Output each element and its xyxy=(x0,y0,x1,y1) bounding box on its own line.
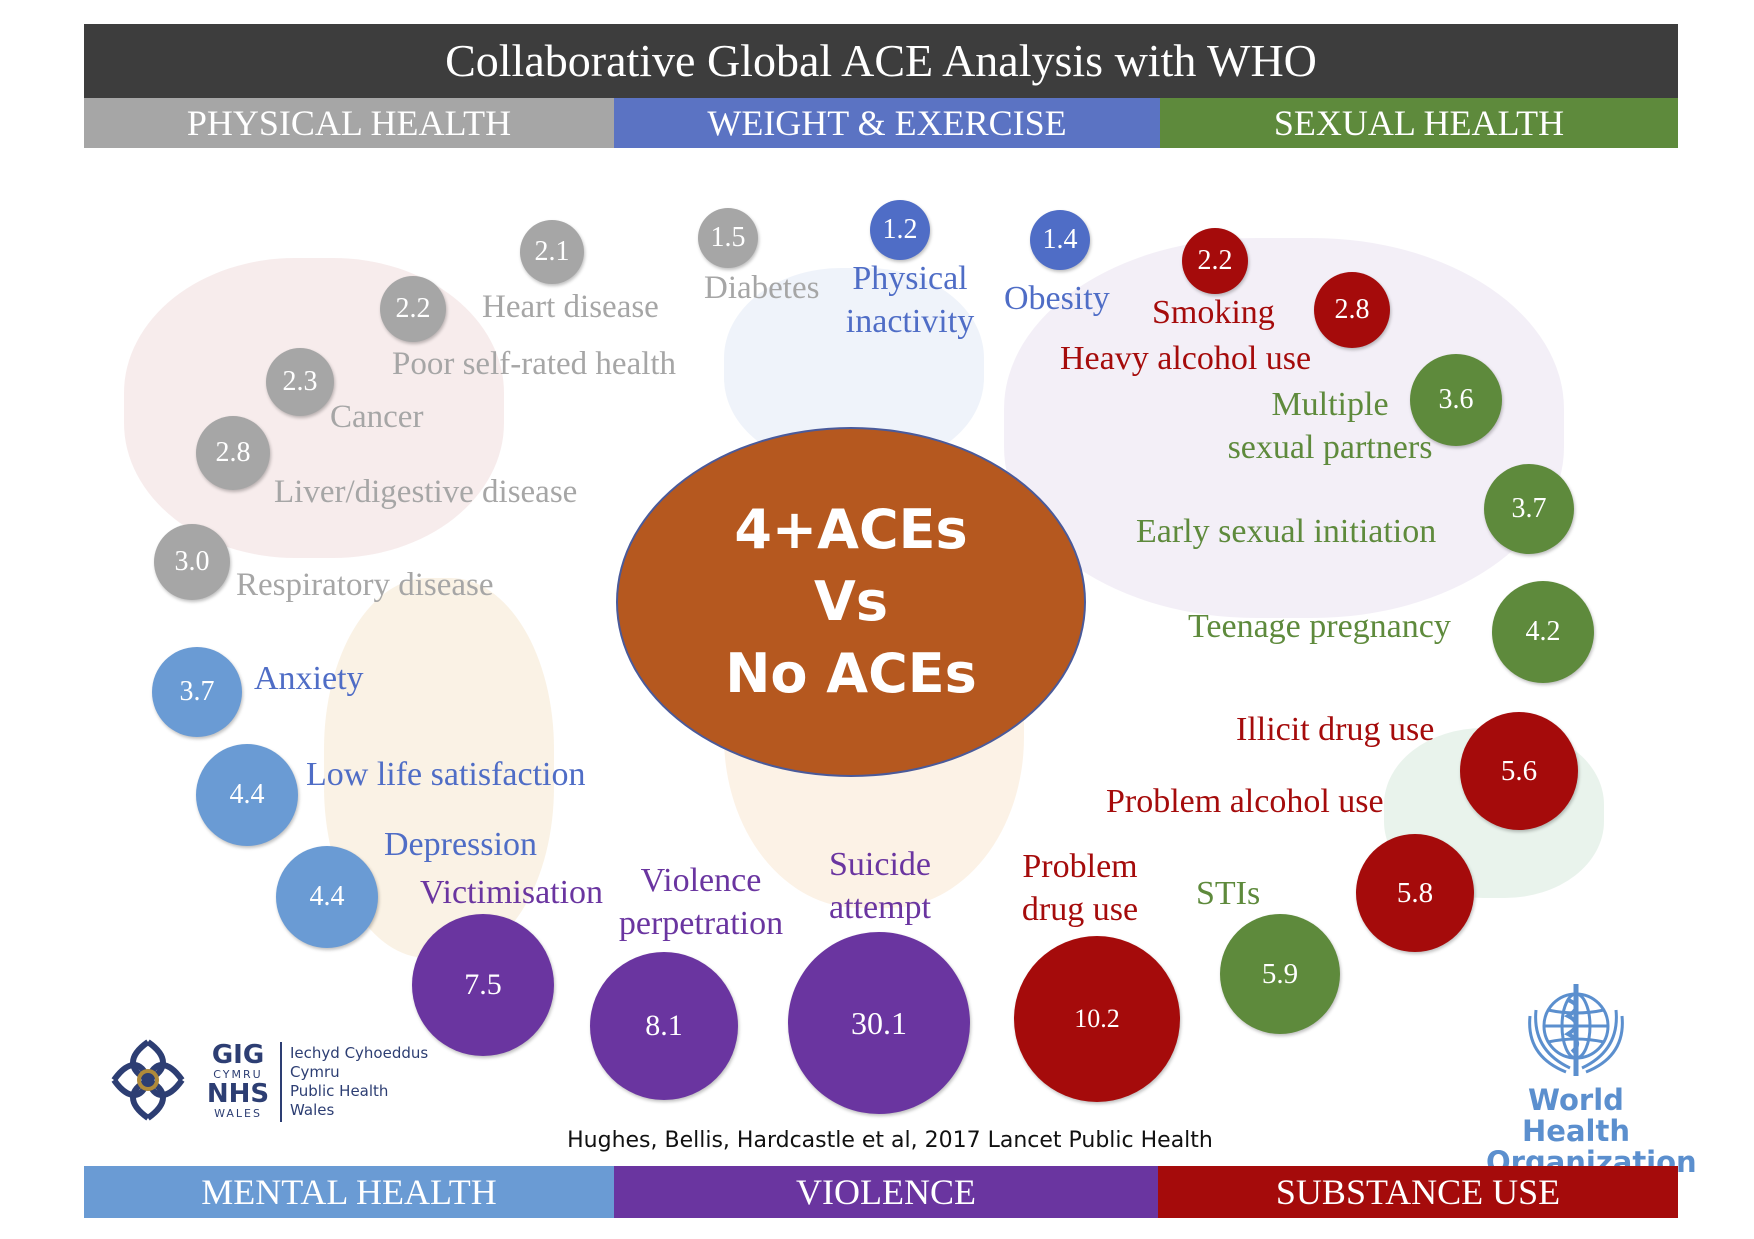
label-low-life-satisfaction: Low life satisfaction xyxy=(306,756,586,793)
label-victimisation: Victimisation xyxy=(420,874,604,911)
bubble-anxiety: 3.7 xyxy=(152,647,242,737)
bubble-victimisation: 7.5 xyxy=(412,914,554,1056)
bubble-physical-inactivity: 1.2 xyxy=(870,200,930,260)
bubble-teenage-pregnancy: 4.2 xyxy=(1492,581,1594,683)
center-line-1: 4+ACEs xyxy=(734,498,968,561)
bubble-poor-self-rated-health: 2.2 xyxy=(380,276,446,342)
nhs-logo-nhs: NHS xyxy=(206,1079,270,1109)
center-comparison-oval: 4+ACEs Vs No ACEs xyxy=(616,427,1086,777)
label-suicide-attempt: Suicide attempt xyxy=(829,846,931,926)
nhs-logo-text-1: Iechyd Cyhoeddus xyxy=(290,1044,429,1062)
citation: Hughes, Bellis, Hardcastle et al, 2017 L… xyxy=(567,1128,1213,1153)
nhs-logo-divider xyxy=(280,1042,282,1122)
celtic-knot-icon xyxy=(111,1039,185,1121)
bubble-problem-drug-use: 10.2 xyxy=(1014,936,1180,1102)
label-multiple-sexual-partners: Multiple sexual partners xyxy=(1227,386,1433,466)
bubble-multiple-sexual-partners: 3.6 xyxy=(1410,354,1502,446)
bubble-cancer: 2.3 xyxy=(266,348,334,416)
bubble-depression: 4.4 xyxy=(276,846,378,948)
bubble-problem-alcohol-use: 5.8 xyxy=(1356,834,1474,952)
label-respiratory-disease: Respiratory disease xyxy=(236,567,494,603)
category-sexual-health: SEXUAL HEALTH xyxy=(1160,98,1678,148)
bubble-liver-digestive-disease: 2.8 xyxy=(196,416,270,490)
label-illicit-drug-use: Illicit drug use xyxy=(1236,711,1435,748)
label-depression: Depression xyxy=(384,826,537,863)
label-heart-disease: Heart disease xyxy=(482,289,659,325)
label-problem-alcohol-use: Problem alcohol use xyxy=(1106,783,1384,820)
label-poor-self-rated-health: Poor self-rated health xyxy=(392,346,677,382)
bubble-early-sexual-initiation: 3.7 xyxy=(1484,464,1574,554)
bubble-low-life-satisfaction: 4.4 xyxy=(196,744,298,846)
nhs-logo-wales: WALES xyxy=(214,1107,262,1120)
nhs-logo-text-3: Public Health xyxy=(290,1082,389,1100)
bubble-obesity: 1.4 xyxy=(1030,210,1090,270)
title-bar: Collaborative Global ACE Analysis with W… xyxy=(84,24,1678,98)
category-substance-use: SUBSTANCE USE xyxy=(1158,1166,1678,1218)
bubble-respiratory-disease: 3.0 xyxy=(154,524,230,600)
bubble-heavy-alcohol-use: 2.8 xyxy=(1314,272,1390,348)
category-mental-health: MENTAL HEALTH xyxy=(84,1166,614,1218)
nhs-logo-gig: GIG xyxy=(211,1040,265,1070)
who-emblem-icon xyxy=(1528,984,1624,1076)
label-teenage-pregnancy: Teenage pregnancy xyxy=(1188,608,1451,645)
bubble-stis: 5.9 xyxy=(1220,914,1340,1034)
label-violence-perpetration: Violence perpetration xyxy=(618,862,784,942)
label-diabetes: Diabetes xyxy=(704,270,820,306)
bubble-illicit-drug-use: 5.6 xyxy=(1460,712,1578,830)
label-physical-inactivity: Physical inactivity xyxy=(845,260,975,340)
bubble-smoking: 2.2 xyxy=(1182,228,1248,294)
label-cancer: Cancer xyxy=(330,399,424,435)
bubble-suicide-attempt: 30.1 xyxy=(788,932,970,1114)
label-anxiety: Anxiety xyxy=(254,660,364,697)
label-problem-drug-use: Problem drug use xyxy=(1021,848,1139,928)
bubble-diabetes: 1.5 xyxy=(698,208,758,268)
who-logo-line-1: World Health xyxy=(1522,1083,1630,1148)
nhs-logo-text-2: Cymru xyxy=(290,1063,340,1081)
nhs-wales-logo: GIG CYMRU NHS WALES Iechyd Cyhoeddus Cym… xyxy=(108,1036,428,1124)
nhs-logo-cymru: CYMRU xyxy=(213,1068,263,1081)
label-early-sexual-initiation: Early sexual initiation xyxy=(1136,513,1437,550)
who-logo: World Health Organization xyxy=(1486,976,1697,1178)
category-weight-exercise: WEIGHT & EXERCISE xyxy=(614,98,1160,148)
center-line-2: Vs xyxy=(814,570,888,633)
center-line-3: No ACEs xyxy=(725,642,977,705)
label-stis: STIs xyxy=(1196,875,1261,912)
label-smoking: Smoking xyxy=(1152,294,1275,331)
nhs-logo-text-4: Wales xyxy=(290,1101,335,1119)
label-heavy-alcohol-use: Heavy alcohol use xyxy=(1060,340,1312,377)
bubble-heart-disease: 2.1 xyxy=(520,220,584,284)
label-liver-digestive-disease: Liver/digestive disease xyxy=(274,474,578,510)
label-obesity: Obesity xyxy=(1004,280,1110,317)
category-physical-health: PHYSICAL HEALTH xyxy=(84,98,614,148)
bubble-violence-perpetration: 8.1 xyxy=(590,952,738,1100)
category-violence: VIOLENCE xyxy=(614,1166,1158,1218)
